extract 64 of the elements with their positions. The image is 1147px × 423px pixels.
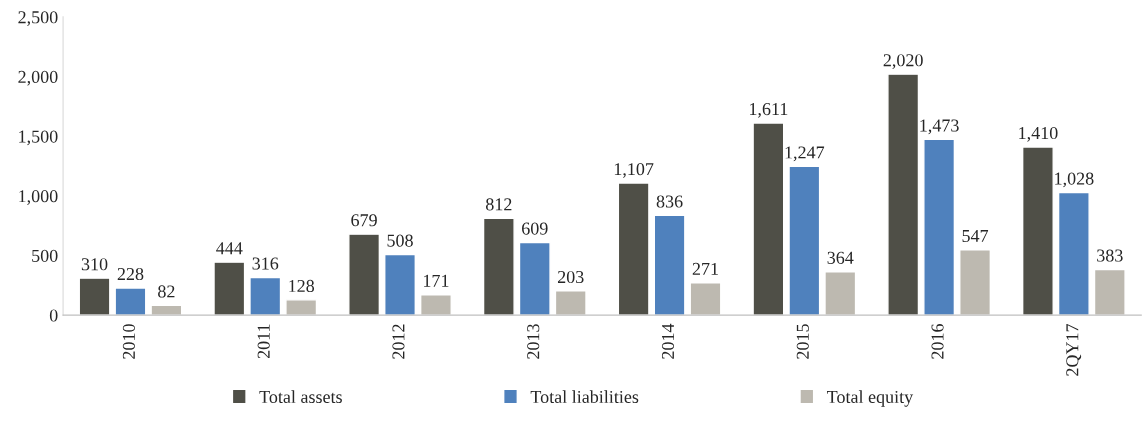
y-tick-label: 2,000: [18, 70, 58, 86]
y-tick-label: 500: [32, 249, 58, 262]
bar: [653, 214, 686, 316]
bar: [348, 233, 381, 316]
data-label: 364: [827, 251, 854, 264]
bar: [1057, 191, 1090, 316]
data-label: 383: [1097, 249, 1123, 262]
bar: [959, 249, 992, 316]
data-label: 1,107: [614, 163, 654, 178]
data-label: 203: [557, 270, 584, 284]
bar: [114, 287, 147, 316]
bar: [1021, 146, 1054, 316]
x-tick-label: 2014: [661, 323, 675, 359]
data-label: 1,028: [1055, 172, 1094, 188]
x-tick-label: 2015: [796, 324, 809, 359]
y-tick-label: 2,500: [18, 11, 58, 26]
data-label: 444: [216, 242, 243, 255]
data-label: 679: [351, 214, 377, 227]
data-label: 2,020: [883, 54, 923, 69]
bar: [78, 277, 111, 316]
x-tick-label: 2010: [122, 324, 135, 359]
bar: [482, 217, 515, 316]
data-label: 316: [252, 257, 279, 270]
data-label: 1,410: [1019, 126, 1058, 142]
y-tick-label: 1,500: [19, 130, 58, 146]
legend-label: Total assets: [259, 390, 342, 404]
data-label: 547: [962, 229, 989, 243]
bar: [689, 282, 722, 316]
y-tick-label: 0: [49, 309, 58, 322]
data-label: 228: [117, 267, 144, 281]
data-label: 1,611: [750, 103, 788, 118]
data-label: 310: [81, 258, 108, 271]
bar: [1093, 268, 1126, 316]
data-label: 508: [387, 234, 413, 247]
bar: [213, 261, 246, 316]
bar: [824, 271, 857, 316]
bar: [518, 241, 551, 316]
bar: [617, 182, 650, 316]
bar: [887, 73, 920, 316]
bar: [752, 122, 785, 316]
x-tick-label: 2QY17: [1066, 323, 1082, 376]
y-tick-label: 1,000: [19, 190, 58, 205]
x-tick-label: 2016: [931, 324, 944, 359]
bar: [554, 290, 587, 316]
data-label: 171: [424, 274, 449, 287]
data-label: 1,473: [920, 119, 959, 135]
bar: [249, 276, 282, 316]
data-label: 609: [522, 222, 548, 235]
data-label: 1,247: [785, 146, 825, 162]
data-label: 82: [158, 285, 175, 298]
x-tick-label: 2013: [527, 324, 540, 359]
data-label: 812: [486, 198, 512, 211]
legend-label: Total equity: [827, 390, 914, 407]
bar: [419, 294, 452, 316]
x-tick-label: 2012: [392, 324, 405, 359]
x-tick-label: 2011: [257, 324, 270, 359]
data-label: 128: [289, 279, 315, 293]
legend-label: Total liabilities: [530, 390, 639, 404]
bar: [923, 138, 956, 316]
bar: [384, 253, 416, 316]
data-label: 836: [656, 195, 683, 208]
data-label: 271: [692, 262, 718, 275]
bar: [285, 299, 318, 316]
bar: [788, 165, 821, 316]
